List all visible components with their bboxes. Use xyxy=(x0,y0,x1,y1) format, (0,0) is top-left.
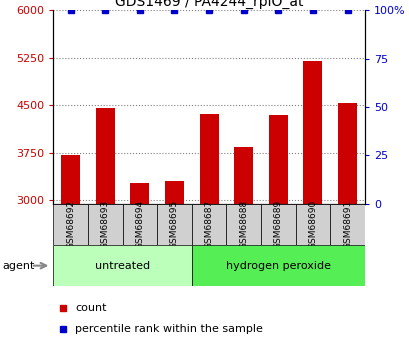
Bar xyxy=(53,245,191,286)
Bar xyxy=(88,204,122,245)
Bar xyxy=(330,204,364,245)
Bar xyxy=(164,181,184,204)
Text: GSM68687: GSM68687 xyxy=(204,200,213,249)
Text: count: count xyxy=(75,303,106,313)
Bar xyxy=(268,115,287,204)
Bar xyxy=(130,183,149,204)
Text: GSM68689: GSM68689 xyxy=(273,200,282,249)
Bar xyxy=(191,204,226,245)
Text: hydrogen peroxide: hydrogen peroxide xyxy=(225,261,330,270)
Bar xyxy=(199,114,218,204)
Text: GSM68691: GSM68691 xyxy=(342,200,351,249)
Text: GSM68692: GSM68692 xyxy=(66,200,75,249)
Bar xyxy=(122,204,157,245)
Bar xyxy=(261,204,295,245)
Text: GSM68688: GSM68688 xyxy=(238,200,247,249)
Text: GSM68694: GSM68694 xyxy=(135,200,144,249)
Bar xyxy=(191,245,364,286)
Bar xyxy=(295,204,330,245)
Text: GSM68695: GSM68695 xyxy=(170,200,179,249)
Text: GSM68693: GSM68693 xyxy=(101,200,110,249)
Bar xyxy=(157,204,191,245)
Bar xyxy=(61,155,80,204)
Text: untreated: untreated xyxy=(95,261,150,270)
Bar xyxy=(226,204,261,245)
Bar xyxy=(303,61,322,204)
Text: agent: agent xyxy=(2,261,34,270)
Bar xyxy=(337,103,356,204)
Text: percentile rank within the sample: percentile rank within the sample xyxy=(75,325,262,334)
Text: GSM68690: GSM68690 xyxy=(308,200,317,249)
Title: GDS1469 / PA4244_rplO_at: GDS1469 / PA4244_rplO_at xyxy=(115,0,303,9)
Bar xyxy=(53,204,88,245)
Bar xyxy=(234,147,253,204)
Bar xyxy=(95,108,115,204)
